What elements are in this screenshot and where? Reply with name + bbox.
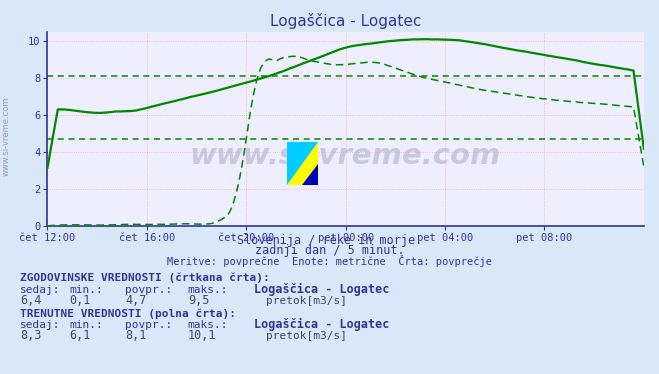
Text: pretok[m3/s]: pretok[m3/s] xyxy=(266,331,347,341)
Text: Slovenija / reke in morje.: Slovenija / reke in morje. xyxy=(237,234,422,247)
Text: pretok[m3/s]: pretok[m3/s] xyxy=(266,296,347,306)
Text: Meritve: povprečne  Enote: metrične  Črta: povprečje: Meritve: povprečne Enote: metrične Črta:… xyxy=(167,255,492,267)
Text: povpr.:: povpr.: xyxy=(125,285,173,295)
Text: sedaj:: sedaj: xyxy=(20,285,60,295)
Polygon shape xyxy=(287,142,318,185)
Text: 0,1: 0,1 xyxy=(69,294,90,307)
Text: maks.:: maks.: xyxy=(188,285,228,295)
Text: 6,4: 6,4 xyxy=(20,294,41,307)
Text: Logaščica - Logatec: Logaščica - Logatec xyxy=(254,283,389,296)
Text: maks.:: maks.: xyxy=(188,321,228,330)
Text: 8,3: 8,3 xyxy=(20,329,41,342)
Text: ZGODOVINSKE VREDNOSTI (črtkana črta):: ZGODOVINSKE VREDNOSTI (črtkana črta): xyxy=(20,273,270,283)
Text: min.:: min.: xyxy=(69,285,103,295)
Text: zadnji dan / 5 minut.: zadnji dan / 5 minut. xyxy=(254,244,405,257)
Text: 9,5: 9,5 xyxy=(188,294,209,307)
Text: 10,1: 10,1 xyxy=(188,329,216,342)
Text: 4,7: 4,7 xyxy=(125,294,146,307)
Text: povpr.:: povpr.: xyxy=(125,321,173,330)
Text: www.si-vreme.com: www.si-vreme.com xyxy=(2,97,11,176)
Text: 8,1: 8,1 xyxy=(125,329,146,342)
Text: TRENUTNE VREDNOSTI (polna črta):: TRENUTNE VREDNOSTI (polna črta): xyxy=(20,309,236,319)
Title: Logaščica - Logatec: Logaščica - Logatec xyxy=(270,13,421,29)
Text: 6,1: 6,1 xyxy=(69,329,90,342)
Text: Logaščica - Logatec: Logaščica - Logatec xyxy=(254,318,389,331)
Text: www.si-vreme.com: www.si-vreme.com xyxy=(190,142,501,170)
Text: sedaj:: sedaj: xyxy=(20,321,60,330)
Polygon shape xyxy=(302,164,318,185)
Text: min.:: min.: xyxy=(69,321,103,330)
Polygon shape xyxy=(287,142,318,185)
